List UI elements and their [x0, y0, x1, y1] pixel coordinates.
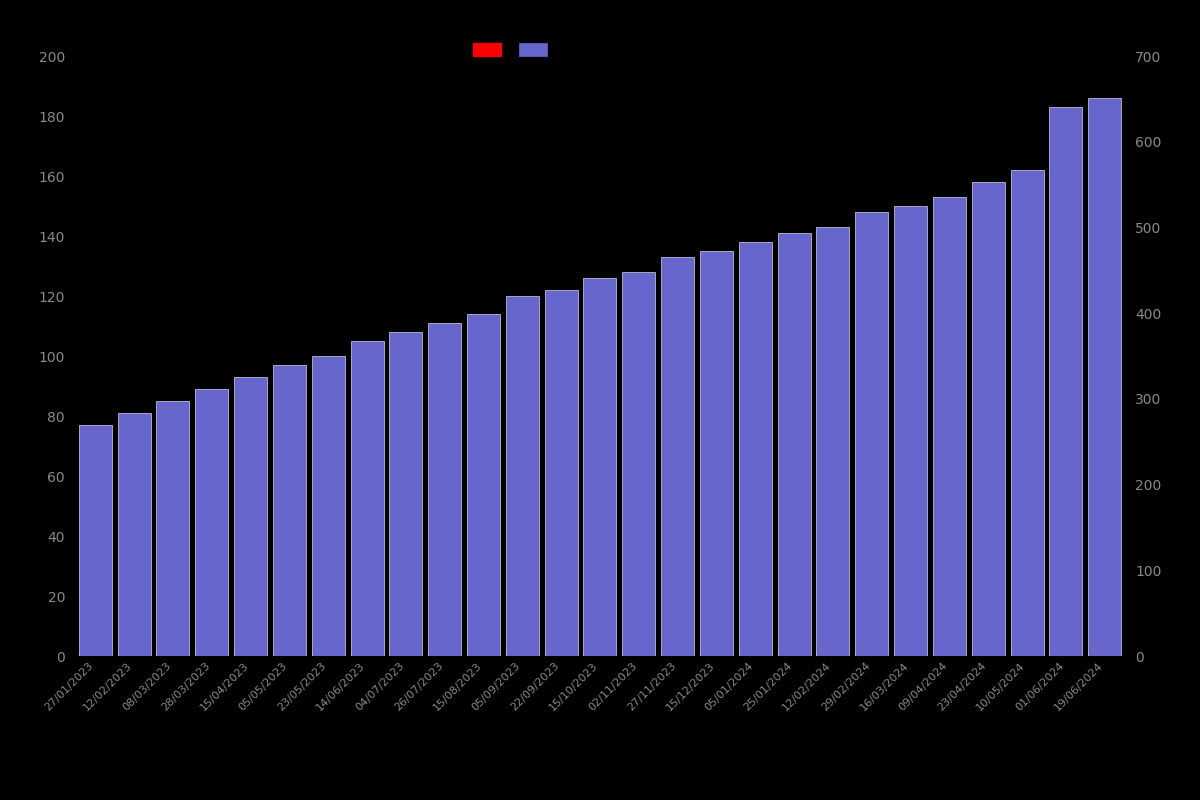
Bar — [118, 653, 151, 656]
Bar — [389, 332, 422, 656]
Bar — [156, 653, 190, 656]
Bar — [234, 653, 268, 656]
Bar — [1010, 653, 1044, 656]
Bar — [623, 272, 655, 656]
Bar — [1010, 170, 1044, 656]
Bar — [739, 653, 772, 656]
Bar — [1088, 98, 1121, 656]
Bar — [389, 653, 422, 656]
Bar — [350, 653, 384, 656]
Bar — [196, 389, 228, 656]
Bar — [816, 227, 850, 656]
Bar — [661, 653, 694, 656]
Bar — [583, 278, 617, 656]
Bar — [1088, 653, 1121, 656]
Bar — [932, 197, 966, 656]
Bar — [700, 653, 733, 656]
Bar — [312, 356, 344, 656]
Bar — [545, 290, 577, 656]
Bar — [428, 653, 461, 656]
Bar — [272, 365, 306, 656]
Bar — [545, 653, 577, 656]
Bar — [79, 425, 112, 656]
Bar — [428, 323, 461, 656]
Bar — [79, 653, 112, 656]
Bar — [894, 206, 928, 656]
Bar — [932, 653, 966, 656]
Bar — [467, 314, 500, 656]
Bar — [118, 413, 151, 656]
Bar — [583, 653, 617, 656]
Bar — [196, 653, 228, 656]
Bar — [623, 653, 655, 656]
Bar — [312, 653, 344, 656]
Bar — [856, 212, 888, 656]
Bar — [972, 653, 1004, 656]
Bar — [700, 251, 733, 656]
Bar — [661, 257, 694, 656]
Bar — [272, 653, 306, 656]
Bar — [894, 653, 928, 656]
Legend: , : , — [469, 39, 562, 62]
Bar — [234, 377, 268, 656]
Bar — [467, 653, 500, 656]
Bar — [739, 242, 772, 656]
Bar — [350, 341, 384, 656]
Bar — [506, 296, 539, 656]
Bar — [778, 653, 811, 656]
Bar — [156, 401, 190, 656]
Bar — [856, 653, 888, 656]
Bar — [1049, 653, 1082, 656]
Bar — [1049, 107, 1082, 656]
Bar — [972, 182, 1004, 656]
Bar — [816, 653, 850, 656]
Bar — [778, 233, 811, 656]
Bar — [506, 653, 539, 656]
